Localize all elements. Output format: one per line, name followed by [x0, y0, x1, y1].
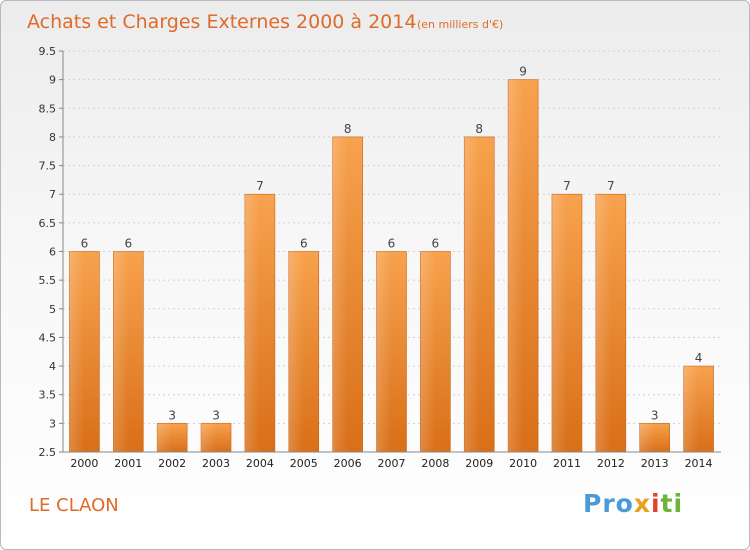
- bars: 6 6 3 3 7 6 8 6 6 8 9 7 7 3 4: [69, 65, 714, 453]
- y-tick-label: 7.5: [39, 160, 57, 173]
- x-tick-label: 2004: [246, 457, 274, 470]
- data-label: 7: [607, 179, 615, 193]
- y-tick-label: 6.5: [39, 217, 57, 230]
- unit-label: (en milliers d'€): [417, 18, 503, 31]
- bar-highlight: [639, 423, 655, 452]
- x-tick-label: 2011: [553, 457, 581, 470]
- x-tick-label: 2010: [509, 457, 537, 470]
- x-tick-label: 2012: [597, 457, 625, 470]
- bar-highlight: [551, 194, 567, 452]
- data-label: 3: [651, 408, 659, 422]
- x-axis: 2000 2001 2002 2003 2004 2005 2006 2007 2008 2009…: [63, 451, 721, 470]
- data-label: 8: [344, 122, 352, 136]
- bar-highlight: [508, 79, 524, 453]
- x-tick-label: 2013: [641, 457, 669, 470]
- y-tick-label: 4: [49, 360, 56, 373]
- data-label: 4: [695, 351, 703, 365]
- logo-part-4: ti: [660, 489, 684, 518]
- bar-highlight: [464, 136, 480, 452]
- y-tick-label: 3.5: [39, 389, 57, 402]
- y-tick-label: 9.5: [39, 45, 57, 58]
- y-tick-label: 5: [49, 303, 56, 316]
- data-label: 7: [563, 179, 571, 193]
- x-tick-label: 2006: [334, 457, 362, 470]
- x-tick-label: 2000: [70, 457, 98, 470]
- chart-title: Achats et Charges Externes 2000 à 2014: [27, 11, 416, 33]
- data-label: 6: [432, 237, 440, 251]
- y-tick-label: 9: [49, 74, 56, 87]
- bar-highlight: [683, 366, 699, 452]
- x-tick-label: 2003: [202, 457, 230, 470]
- bar-highlight: [332, 136, 348, 452]
- logo-part-2: x: [633, 489, 651, 518]
- y-tick-label: 8.5: [39, 102, 57, 115]
- x-tick-label: 2001: [114, 457, 142, 470]
- data-label: 6: [388, 237, 396, 251]
- y-tick-label: 3: [49, 417, 56, 430]
- x-tick-label: 2005: [290, 457, 318, 470]
- x-tick-label: 2007: [378, 457, 406, 470]
- bar-highlight: [157, 423, 173, 452]
- data-label: 6: [124, 237, 132, 251]
- logo-part-1: Pro: [583, 489, 634, 518]
- bar-highlight: [595, 194, 611, 452]
- data-label: 6: [300, 237, 308, 251]
- bar-highlight: [201, 423, 217, 452]
- bar-highlight: [69, 251, 85, 452]
- y-tick-label: 8: [49, 131, 56, 144]
- y-tick-label: 5.5: [39, 274, 57, 287]
- proxiti-logo: Proxiti: [583, 489, 683, 518]
- y-tick-label: 2.5: [39, 446, 57, 459]
- bar-highlight: [244, 194, 260, 452]
- data-label: 3: [212, 408, 220, 422]
- location-name: LE CLAON: [29, 495, 119, 516]
- data-label: 9: [519, 65, 527, 79]
- bar-highlight: [420, 251, 436, 452]
- x-tick-label: 2002: [158, 457, 186, 470]
- x-tick-label: 2009: [465, 457, 493, 470]
- y-tick-label: 6: [49, 246, 56, 259]
- logo-part-3: i: [650, 489, 661, 518]
- bar-highlight: [288, 251, 304, 452]
- y-tick-label: 4.5: [39, 331, 57, 344]
- bar-highlight: [113, 251, 129, 452]
- x-tick-label: 2008: [421, 457, 449, 470]
- y-axis: 2.5 3 3.5 4 4.5 5 5.5 6 6.5 7 7.5 8 8.5 9 9.5: [39, 45, 64, 459]
- data-label: 6: [81, 237, 89, 251]
- data-label: 8: [475, 122, 483, 136]
- x-tick-label: 2014: [685, 457, 713, 470]
- y-tick-label: 7: [49, 188, 56, 201]
- data-label: 3: [168, 408, 176, 422]
- bar-highlight: [376, 251, 392, 452]
- data-label: 7: [256, 179, 264, 193]
